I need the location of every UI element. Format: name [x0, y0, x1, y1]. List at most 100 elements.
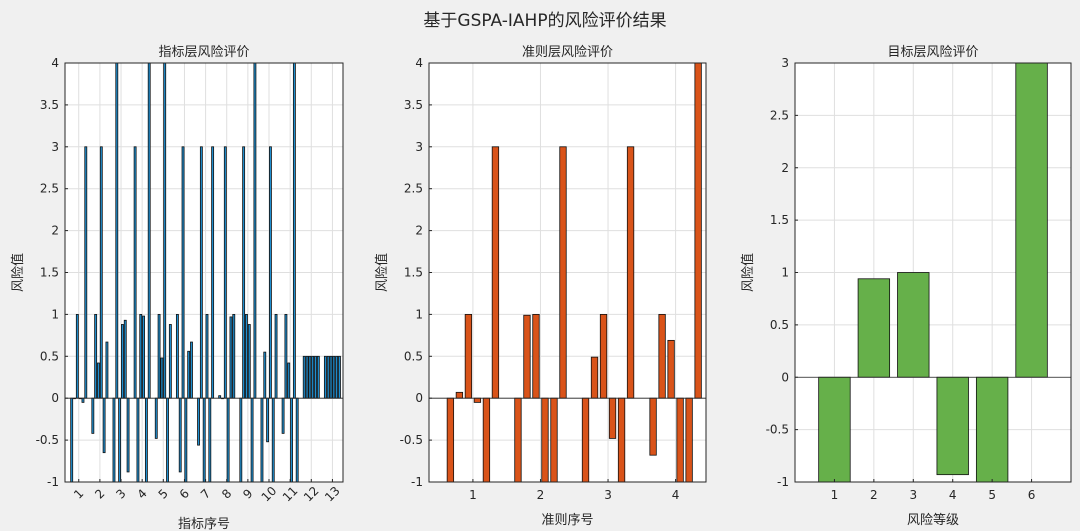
chart-title: 准则层风险评价 [522, 45, 613, 60]
x-tick-label: 8 [219, 486, 234, 501]
bar [323, 355, 327, 399]
bar [559, 146, 567, 399]
bar [123, 319, 127, 399]
bar [676, 397, 684, 483]
y-tick-label: 0 [781, 370, 789, 384]
bar [250, 397, 254, 483]
x-tick-label: 3 [909, 488, 917, 502]
bar [266, 397, 270, 443]
bar [685, 397, 693, 483]
bar [84, 146, 88, 399]
y-tick-label: 4 [51, 56, 59, 70]
bar [626, 146, 635, 399]
x-axis-label: 风险等级 [907, 512, 959, 528]
bar [658, 313, 666, 399]
y-tick-label: 0.5 [40, 349, 59, 363]
y-tick-label: 3 [781, 56, 789, 70]
y-tick-label: 2.5 [404, 182, 423, 196]
y-tick-label: 1.5 [770, 213, 789, 227]
bar [147, 62, 151, 399]
bar [550, 397, 558, 483]
bar [105, 341, 109, 399]
x-tick-label: 9 [240, 486, 255, 501]
bar [446, 397, 455, 483]
bar [314, 355, 317, 399]
bar [473, 397, 482, 403]
bar [281, 397, 285, 434]
y-tick-label: 1.5 [40, 266, 59, 280]
y-tick-label: -0.5 [36, 433, 59, 447]
bar [115, 62, 119, 399]
x-tick-label: 13 [322, 484, 343, 505]
x-tick-label: 2 [870, 488, 878, 502]
x-tick-label: 12 [301, 484, 322, 505]
bar [97, 362, 100, 399]
bar [197, 397, 200, 446]
x-tick-label: 4 [135, 486, 150, 501]
bar [121, 324, 124, 399]
bar [142, 315, 145, 399]
x-tick-label: 5 [156, 486, 171, 501]
bar [308, 355, 312, 399]
bar [253, 62, 257, 399]
x-tick-label: 1 [71, 486, 86, 501]
bar [455, 391, 464, 399]
y-tick-label: 2 [781, 161, 789, 175]
x-tick-label: 6 [1028, 488, 1036, 502]
bar [302, 355, 306, 399]
bar [166, 397, 169, 483]
bar [163, 62, 167, 399]
bar [226, 397, 230, 483]
chart-title: 目标层风险评价 [887, 45, 978, 60]
bar [223, 146, 227, 399]
bar [175, 313, 179, 399]
bar [245, 313, 248, 399]
y-tick-label: -1 [411, 475, 423, 489]
bar [168, 324, 172, 399]
x-tick-label: 11 [280, 484, 301, 505]
bar [133, 146, 137, 399]
y-axis-label: 风险值 [10, 253, 26, 292]
x-tick-label: 4 [672, 488, 680, 502]
bar [232, 313, 236, 399]
bar [202, 397, 206, 483]
y-tick-label: 4 [415, 56, 423, 70]
y-tick-label: 1.5 [404, 266, 423, 280]
bar [649, 397, 657, 456]
bar [292, 62, 296, 399]
bar [139, 313, 143, 399]
bar [184, 397, 188, 483]
y-tick-label: 2.5 [40, 182, 59, 196]
y-tick-label: -1 [47, 475, 59, 489]
y-tick-label: 1 [415, 307, 423, 321]
bar [667, 339, 675, 399]
bar [181, 146, 185, 399]
bar [271, 397, 275, 483]
bar [247, 324, 251, 399]
bar [211, 146, 215, 399]
bar [617, 397, 626, 483]
bar [99, 146, 103, 399]
y-tick-label: -0.5 [766, 423, 789, 437]
bar [338, 355, 341, 399]
bar [187, 350, 191, 399]
bar [239, 397, 243, 483]
x-tick-label: 6 [177, 486, 192, 501]
x-tick-label: 3 [113, 486, 128, 501]
bar [112, 397, 116, 483]
bar [287, 362, 291, 399]
y-tick-label: 3.5 [40, 98, 59, 112]
y-tick-label: 1 [781, 266, 789, 280]
bar [491, 146, 500, 399]
bar [126, 397, 130, 473]
bar [284, 313, 288, 399]
bar [482, 397, 491, 483]
bar [305, 355, 309, 399]
bar [260, 397, 264, 483]
y-tick-label: 0 [51, 391, 59, 405]
bar [1015, 62, 1048, 378]
bar [599, 313, 608, 399]
x-tick-label: 10 [259, 484, 280, 505]
x-tick-label: 5 [988, 488, 996, 502]
